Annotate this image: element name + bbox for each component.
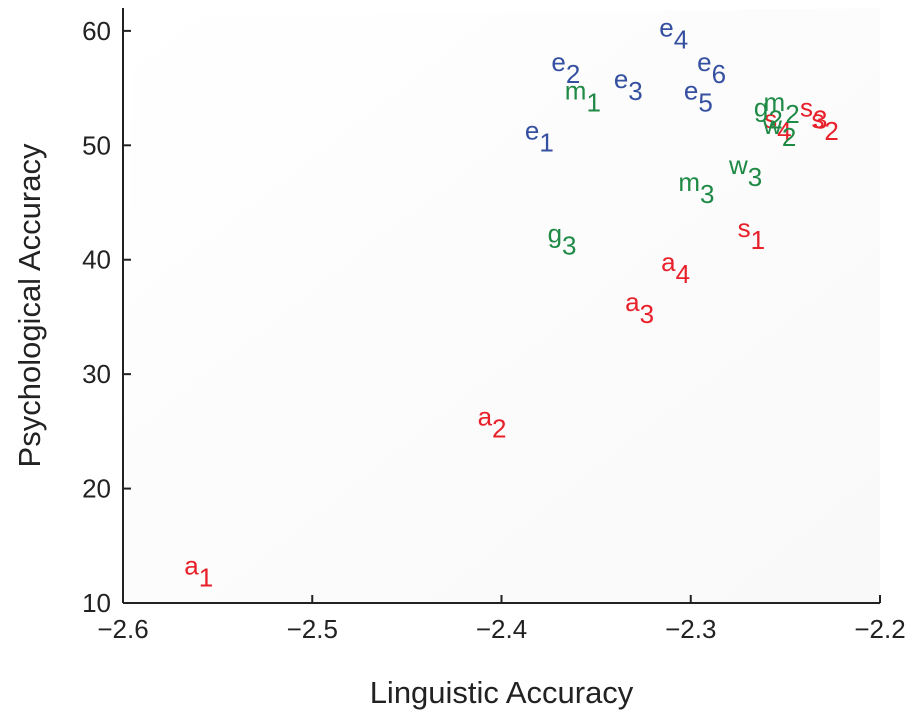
- point-label-a4: a4: [661, 247, 690, 289]
- point-label-s2: s2: [811, 104, 838, 146]
- point-label-a3: a3: [625, 287, 654, 329]
- x-axis-title: Linguistic Accuracy: [370, 675, 634, 710]
- axes: −2.6 −2.5 −2.4 −2.3 −2.2 10 20 30 40 50 60: [82, 8, 906, 644]
- axis-titles: Linguistic Accuracy Psychological Accura…: [12, 143, 634, 710]
- point-label-g3: g3: [548, 219, 577, 261]
- plot-background: [123, 8, 880, 603]
- point-label-s4: s4: [764, 104, 791, 146]
- plot-area-shading: [123, 8, 880, 603]
- x-tick-label: −2.2: [854, 614, 905, 644]
- x-tick-label: −2.6: [97, 614, 148, 644]
- point-label-a1: a1: [184, 550, 213, 592]
- y-tick-label: 30: [82, 359, 111, 389]
- point-label-m3: m3: [678, 167, 714, 209]
- point-label-e4: e4: [659, 13, 688, 55]
- x-tick-label: −2.5: [287, 614, 338, 644]
- point-label-g2: g2: [754, 93, 783, 135]
- x-tick-label: −2.4: [476, 614, 527, 644]
- point-label-s1: s1: [738, 213, 765, 255]
- point-label-e3: e3: [614, 64, 643, 106]
- point-label-e6: e6: [697, 47, 726, 89]
- x-tick-label: −2.3: [665, 614, 716, 644]
- point-label-e1: e1: [525, 116, 554, 158]
- y-tick-label: 20: [82, 474, 111, 504]
- point-label-e2: e2: [551, 47, 580, 89]
- point-label-m2: m2: [764, 87, 800, 129]
- point-label-m1: m1: [565, 76, 601, 118]
- y-tick-label: 40: [82, 245, 111, 275]
- y-tick-label: 10: [82, 588, 111, 618]
- y-tick-label: 60: [82, 16, 111, 46]
- point-label-w2: w2: [762, 110, 796, 152]
- point-label-w3: w3: [728, 150, 762, 192]
- point-label-s3: s3: [800, 93, 827, 135]
- point-label-a2: a2: [478, 402, 507, 444]
- y-tick-label: 50: [82, 130, 111, 160]
- y-axis-title: Psychological Accuracy: [12, 143, 47, 467]
- point-label-e5: e5: [684, 76, 713, 118]
